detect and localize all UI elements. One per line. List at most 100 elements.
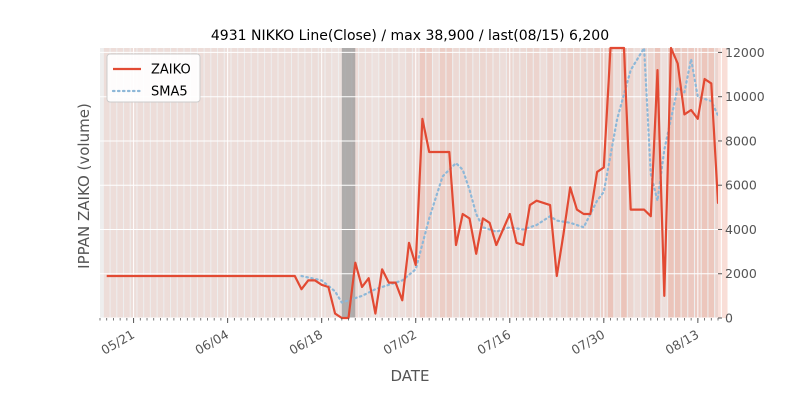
day-band: [674, 48, 681, 318]
plot-background: [100, 48, 728, 318]
day-band: [527, 48, 533, 318]
day-band: [480, 48, 486, 318]
day-band: [150, 48, 157, 318]
y-tick-label: 4000: [725, 222, 757, 237]
day-band: [473, 48, 479, 318]
day-band: [312, 48, 318, 318]
legend-label: ZAIKO: [151, 63, 191, 78]
day-band: [365, 48, 372, 318]
day-band: [191, 48, 197, 318]
day-band: [244, 48, 251, 318]
day-band: [715, 48, 721, 318]
day-band: [117, 48, 123, 318]
day-band: [110, 48, 117, 318]
day-band: [103, 48, 110, 318]
day-band: [587, 48, 594, 318]
day-band: [567, 48, 574, 318]
day-band: [238, 48, 244, 318]
day-band: [439, 48, 446, 318]
day-band: [453, 48, 459, 318]
day-band: [291, 48, 298, 318]
day-band: [426, 48, 432, 318]
day-band: [560, 48, 567, 318]
day-band: [520, 48, 527, 318]
day-band: [654, 48, 661, 318]
day-band: [359, 48, 365, 318]
day-band: [258, 48, 265, 318]
chart-title: 4931 NIKKO Line(Close) / max 38,900 / la…: [211, 28, 609, 44]
day-band: [533, 48, 540, 318]
day-band: [433, 48, 439, 318]
day-band: [251, 48, 258, 318]
day-band: [157, 48, 164, 318]
day-band: [466, 48, 473, 318]
gray-band: [341, 48, 356, 318]
day-band: [701, 48, 708, 318]
day-band: [493, 48, 500, 318]
y-axis-ticks: 0 2000 4000 6000 8000 10000 12000: [718, 45, 765, 326]
legend: ZAIKO SMA5: [106, 53, 201, 103]
day-band: [607, 48, 614, 318]
day-band: [641, 48, 647, 318]
day-band: [197, 48, 204, 318]
day-band: [500, 48, 506, 318]
legend-box: [106, 53, 201, 103]
day-band: [708, 48, 715, 318]
day-band: [614, 48, 621, 318]
day-band: [271, 48, 278, 318]
day-band: [406, 48, 412, 318]
day-band: [372, 48, 379, 318]
day-band: [553, 48, 560, 318]
day-band: [278, 48, 285, 318]
series-line-zaiko: [106, 46, 718, 320]
legend-label: SMA5: [151, 85, 188, 100]
day-band: [721, 48, 728, 318]
day-band: [459, 48, 466, 318]
day-band: [648, 48, 654, 318]
y-tick-label: 8000: [725, 133, 757, 148]
day-band: [513, 48, 520, 318]
y-tick-label: 12000: [725, 45, 765, 60]
day-band: [446, 48, 453, 318]
day-band: [661, 48, 668, 318]
day-band: [419, 48, 426, 318]
day-band: [265, 48, 271, 318]
day-band: [144, 48, 150, 318]
y-tick-label: 0: [725, 311, 733, 326]
day-band: [621, 48, 627, 318]
plot-area: [100, 48, 718, 318]
day-band: [184, 48, 191, 318]
day-band: [547, 48, 553, 318]
day-band: [580, 48, 587, 318]
day-band: [231, 48, 238, 318]
series-layer: [106, 46, 718, 320]
y-tick-label: 6000: [725, 178, 757, 193]
day-band: [574, 48, 580, 318]
day-band: [218, 48, 224, 318]
day-band: [594, 48, 600, 318]
day-band: [211, 48, 218, 318]
y-tick-label: 10000: [725, 89, 765, 104]
day-band: [681, 48, 688, 318]
day-band: [399, 48, 406, 318]
day-band: [164, 48, 170, 318]
x-axis-label: DATE: [390, 367, 429, 385]
day-band: [486, 48, 493, 318]
day-band: [634, 48, 641, 318]
day-band: [668, 48, 674, 318]
y-tick-label: 2000: [725, 266, 757, 281]
day-band: [137, 48, 144, 318]
day-band: [171, 48, 177, 318]
day-band: [392, 48, 399, 318]
day-band: [285, 48, 291, 318]
day-band: [688, 48, 694, 318]
day-band: [177, 48, 184, 318]
day-band: [298, 48, 305, 318]
day-band: [325, 48, 332, 318]
day-band: [379, 48, 385, 318]
day-band: [386, 48, 392, 318]
day-band: [305, 48, 312, 318]
day-band: [540, 48, 547, 318]
